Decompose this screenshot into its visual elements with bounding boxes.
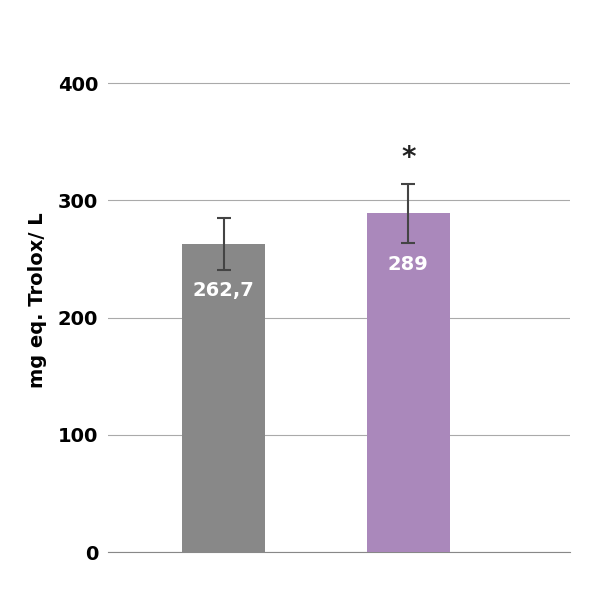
Text: 289: 289 bbox=[388, 254, 428, 274]
Bar bbox=[367, 213, 450, 552]
Text: 262,7: 262,7 bbox=[193, 281, 254, 300]
Text: *: * bbox=[401, 144, 416, 172]
Y-axis label: mg eq. Trolox/ L: mg eq. Trolox/ L bbox=[28, 212, 47, 388]
Bar bbox=[182, 244, 265, 552]
